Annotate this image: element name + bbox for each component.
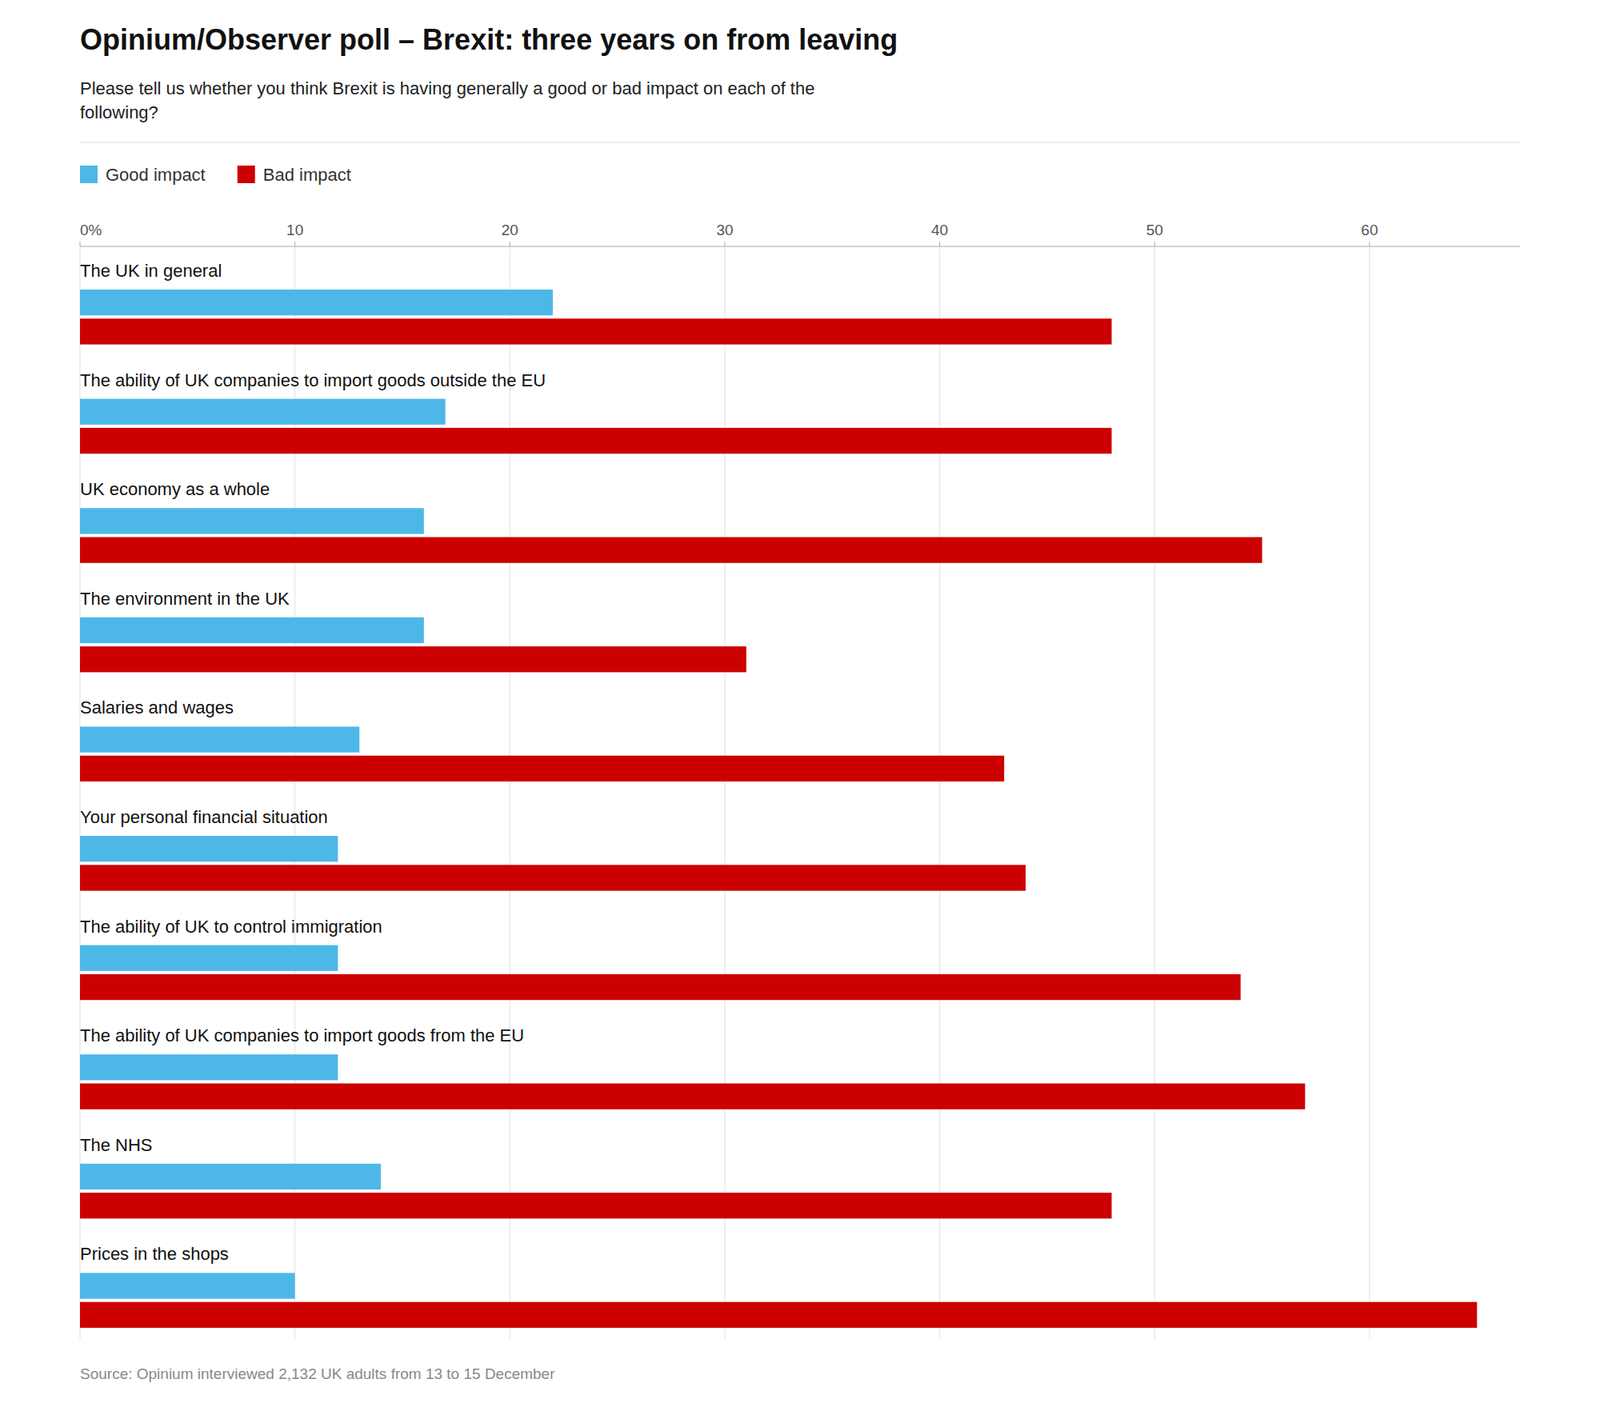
bar <box>80 836 338 862</box>
tick-label: 60 <box>1360 221 1378 239</box>
tick-mark <box>1368 241 1370 247</box>
tick-label: 10 <box>286 221 304 239</box>
legend: Good impact Bad impact <box>80 164 352 185</box>
subtitle: Please tell us whether you think Brexit … <box>80 78 815 123</box>
bar <box>80 1272 296 1299</box>
category-label: The ability of UK companies to import go… <box>80 1025 524 1046</box>
category-label: The ability of UK to control immigration <box>80 916 383 937</box>
bar <box>80 318 1112 344</box>
category-label: The ability of UK companies to import go… <box>80 370 546 391</box>
title: Opinium/Observer poll – Brexit: three ye… <box>80 23 898 56</box>
bar <box>80 537 1263 564</box>
bar <box>80 1192 1112 1219</box>
tick-mark <box>939 241 940 247</box>
category-label: The environment in the UK <box>80 588 290 609</box>
bar <box>80 508 424 534</box>
bar <box>80 945 338 972</box>
bar <box>80 428 1112 454</box>
category-label: The NHS <box>80 1135 152 1156</box>
grid-line <box>724 246 725 1340</box>
tick-label: 40 <box>931 221 948 239</box>
bar <box>80 726 360 752</box>
bar <box>80 646 747 672</box>
bar <box>80 756 1004 782</box>
tick-label: 20 <box>501 221 519 239</box>
separator <box>80 142 1520 144</box>
chart-container: Opinium/Observer poll – Brexit: three ye… <box>0 0 1600 1403</box>
category-label: Prices in the shops <box>80 1244 229 1264</box>
grid-line <box>1154 246 1156 1340</box>
legend-item: Bad impact <box>237 164 352 185</box>
category-label: Your personal financial situation <box>80 807 328 828</box>
bar <box>80 399 446 425</box>
tick-mark <box>294 241 296 247</box>
axis-line <box>80 246 1520 248</box>
bar <box>80 289 553 316</box>
tick-label: 30 <box>716 221 733 239</box>
category-label: Salaries and wages <box>80 697 234 718</box>
tick-label: 50 <box>1146 221 1164 239</box>
chart: Opinium/Observer poll – Brexit: three ye… <box>0 0 1600 1403</box>
bars <box>80 289 1477 1328</box>
legend-swatch <box>237 165 256 184</box>
grid-line <box>1368 246 1370 1340</box>
legend-swatch <box>80 165 98 184</box>
source: Source: Opinium interviewed 2,132 UK adu… <box>80 1365 556 1383</box>
grid-line <box>509 246 511 1340</box>
bar <box>80 617 424 644</box>
bar <box>80 974 1241 1000</box>
category-label: The UK in general <box>80 260 222 281</box>
tick-mark <box>724 241 725 247</box>
bar <box>80 864 1026 891</box>
bar <box>80 1084 1305 1110</box>
x-axis: 0% 10 20 30 40 50 60 <box>80 221 1520 1340</box>
bar <box>80 1302 1477 1328</box>
tick-mark <box>80 241 81 247</box>
tick-label: 0% <box>80 221 103 239</box>
bar <box>80 1164 381 1190</box>
bar <box>80 1054 338 1080</box>
legend-item: Good impact <box>80 164 206 185</box>
tick-mark <box>1154 241 1156 247</box>
grid-line <box>939 246 940 1340</box>
background <box>0 0 1600 1403</box>
legend-label: Bad impact <box>263 164 352 185</box>
legend-label: Good impact <box>105 164 206 185</box>
category-labels: The UK in general The ability of UK compa… <box>80 260 546 1264</box>
tick-mark <box>509 241 511 247</box>
category-label: UK economy as a whole <box>80 479 270 500</box>
